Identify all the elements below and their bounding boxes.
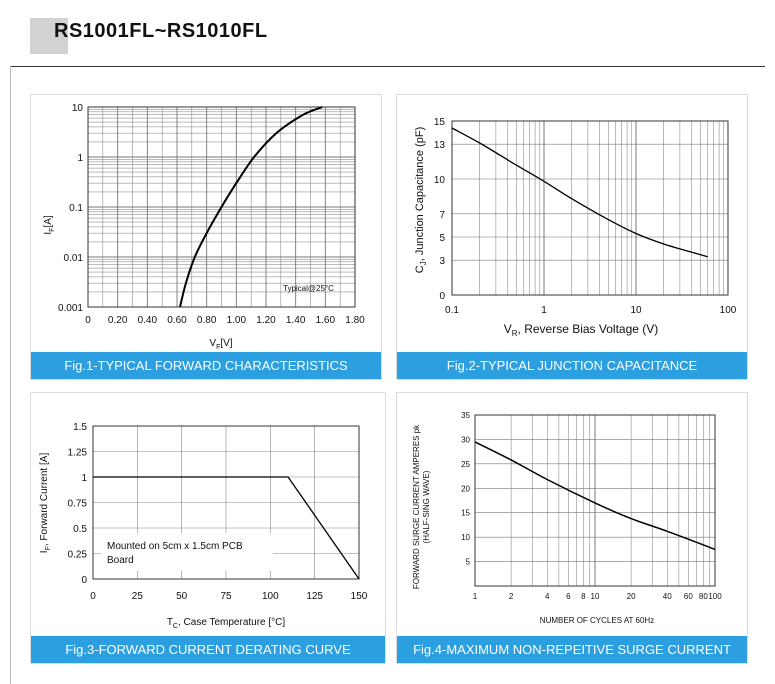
x-tick-label: 100 (708, 592, 722, 601)
chart-panel-forward-characteristics: 0 0.20 0.40 0.60 0.80 1.00 1.20 1.40 1.60 1.80 0.0… (30, 94, 382, 380)
x-tick-label: 0.1 (445, 305, 459, 316)
x-tick-label: 60 (684, 592, 693, 601)
plot-frame (87, 106, 356, 308)
x-tick-label: 0.60 (167, 315, 187, 326)
x-tick-label: 100 (262, 591, 279, 602)
caption-fig1: Fig.1-TYPICAL FORWARD CHARACTERISTICS (31, 352, 381, 379)
left-border (10, 66, 11, 684)
x-tick-label: 0.40 (138, 315, 158, 326)
x-tick-label: 150 (351, 591, 368, 602)
y-tick-label: 5 (439, 233, 445, 244)
x-axis-label: NUMBER OF CYCLES AT 60Hz (540, 616, 654, 625)
x-tick-label: 0 (85, 315, 91, 326)
x-tick-label: 100 (720, 305, 737, 316)
y-tick-label: 25 (461, 460, 470, 469)
x-tick-label: 2 (509, 592, 514, 601)
chart-panel-junction-capacitance: 0.1 1 10 100 0 3 5 7 10 13 15 CJ, Junction Capacit… (396, 94, 748, 380)
caption-fig4: Fig.4-MAXIMUM NON-REPEITIVE SURGE CURREN… (397, 636, 747, 663)
x-tick-label: 1.60 (316, 315, 336, 326)
derating-curve-plot: 0 25 50 75 100 125 150 0 0.25 0.5 0.75 1 1.25 1.5 IF,… (39, 422, 368, 630)
x-tick-label: 125 (306, 591, 323, 602)
y-tick-label: 15 (434, 117, 446, 128)
note-background (101, 533, 273, 571)
y-axis-label: IF, Forward Current [A] (39, 453, 52, 554)
x-tick-label: 4 (545, 592, 550, 601)
junction-capacitance-plot: 0.1 1 10 100 0 3 5 7 10 13 15 CJ, Junction Capacit… (414, 117, 737, 338)
chart-panel-surge-current: 1 2 4 6 8 10 20 40 60 80 100 5 10 15 20 25 30 35 FORWARD … (396, 392, 748, 664)
x-tick-label: 25 (132, 591, 144, 602)
plot-frame (92, 425, 360, 580)
page-title: RS1001FL~RS1010FL (54, 20, 268, 42)
y-tick-label: 0.5 (73, 524, 87, 535)
y-tick-label: 20 (461, 484, 470, 493)
x-tick-label: 10 (591, 592, 600, 601)
y-tick-label: 3 (439, 256, 445, 267)
x-tick-label: 80 (699, 592, 708, 601)
y-tick-label: 1 (77, 153, 83, 164)
x-tick-label: 0.20 (108, 315, 128, 326)
chart-grid (87, 106, 356, 308)
x-tick-label: 10 (630, 305, 642, 316)
y-tick-label: 7 (439, 210, 445, 221)
x-tick-label: 1 (473, 592, 478, 601)
y-tick-label: 35 (461, 411, 470, 420)
y-tick-label: 10 (72, 103, 84, 114)
y-tick-label: 0 (439, 291, 445, 302)
series-line-forward-current (179, 106, 323, 308)
x-tick-label: 1.00 (227, 315, 247, 326)
x-tick-label: 0.80 (197, 315, 217, 326)
header-divider (10, 66, 765, 67)
caption-fig2: Fig.2-TYPICAL JUNCTION CAPACITANCE (397, 352, 747, 379)
chart-grid (451, 120, 729, 296)
x-tick-label: 0 (90, 591, 96, 602)
x-tick-label: 8 (581, 592, 586, 601)
y-tick-label: 10 (434, 175, 446, 186)
y-axis-label-line2: (HALF-SING WAVE) (422, 470, 431, 543)
series-line-capacitance (451, 127, 708, 258)
mounting-note-line1: Mounted on 5cm x 1.5cm PCB (107, 541, 243, 552)
x-tick-label: 20 (627, 592, 636, 601)
y-tick-label: 5 (466, 558, 471, 567)
y-tick-label: 30 (461, 435, 470, 444)
caption-fig3: Fig.3-FORWARD CURRENT DERATING CURVE (31, 636, 385, 663)
x-tick-label: 75 (220, 591, 232, 602)
x-tick-label: 6 (566, 592, 571, 601)
series-line-surge-current (474, 441, 716, 551)
x-axis-label: VF[V] (209, 338, 232, 351)
surge-current-plot: 1 2 4 6 8 10 20 40 60 80 100 5 10 15 20 25 30 35 FORWARD … (412, 411, 722, 625)
y-axis-label: CJ, Junction Capacitance (pF) (414, 127, 428, 273)
x-tick-label: 1 (541, 305, 547, 316)
y-tick-label: 1 (81, 473, 87, 484)
y-tick-label: 10 (461, 533, 470, 542)
y-tick-label: 0.001 (58, 303, 83, 314)
y-tick-label: 0.1 (69, 203, 83, 214)
condition-note: Typical@25°C (283, 284, 334, 293)
plot-frame (451, 120, 729, 296)
y-tick-label: 0.25 (68, 550, 88, 561)
series-line-derating (93, 476, 360, 580)
y-tick-label: 1.5 (73, 422, 87, 433)
x-axis-label: TC, Case Temperature [°C] (167, 617, 286, 630)
x-tick-label: 1.40 (286, 315, 306, 326)
y-tick-label: 0.75 (68, 499, 88, 510)
plot-frame (474, 414, 716, 587)
mounting-note-line2: Board (107, 555, 134, 566)
y-tick-label: 15 (461, 509, 470, 518)
chart-panel-derating-curve: 0 25 50 75 100 125 150 0 0.25 0.5 0.75 1 1.25 1.5 IF,… (30, 392, 386, 664)
x-tick-label: 1.20 (256, 315, 276, 326)
y-axis-label: IF[A] (43, 215, 56, 235)
header-accent-box (30, 18, 68, 54)
y-tick-label: 13 (434, 140, 446, 151)
x-tick-label: 1.80 (345, 315, 365, 326)
y-tick-label: 0.01 (64, 253, 84, 264)
y-tick-label: 1.25 (68, 448, 88, 459)
x-tick-label: 40 (663, 592, 672, 601)
y-tick-label: 0 (81, 575, 87, 586)
y-axis-label: FORWARD SURGE CURRENT AMPERES pk (412, 424, 421, 589)
x-axis-label: VR, Reverse Bias Voltage (V) (504, 322, 659, 338)
forward-characteristics-plot: 0 0.20 0.40 0.60 0.80 1.00 1.20 1.40 1.60 1.80 0.0… (43, 103, 365, 351)
chart-grid (474, 414, 716, 587)
x-tick-label: 50 (176, 591, 188, 602)
